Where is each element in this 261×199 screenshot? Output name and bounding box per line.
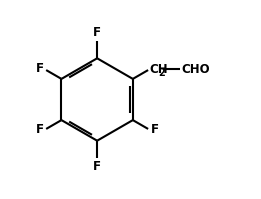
Text: F: F [36,62,44,75]
Text: F: F [93,26,101,39]
Text: F: F [93,160,101,173]
Text: CH: CH [149,63,168,76]
Text: CHO: CHO [181,63,210,76]
Text: 2: 2 [158,68,165,78]
Text: F: F [151,123,158,136]
Text: F: F [36,123,44,136]
